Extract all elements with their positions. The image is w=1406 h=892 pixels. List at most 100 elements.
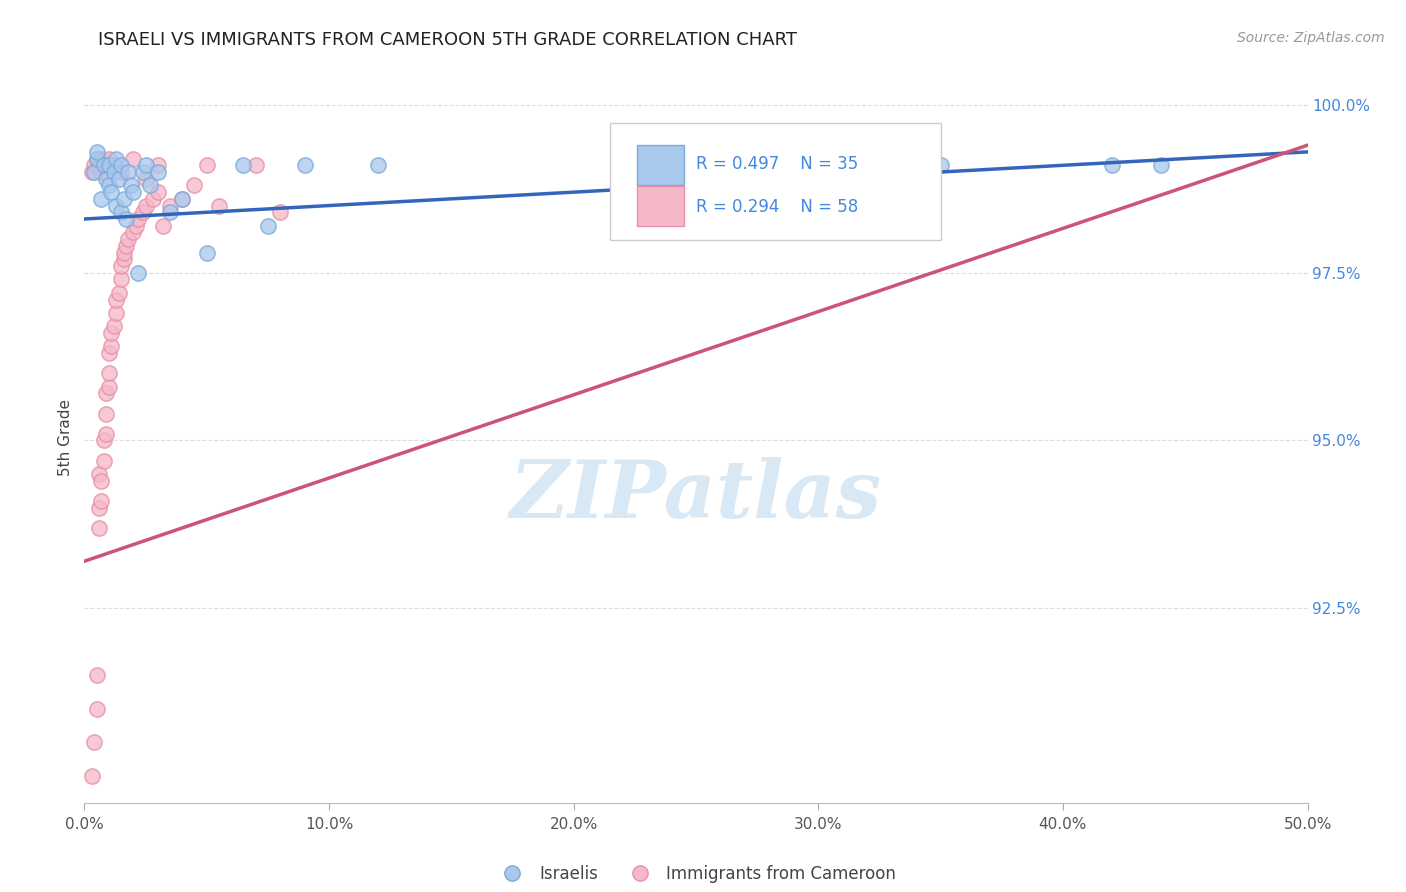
Point (93, 434, 115, 448)
Point (100, 185, 122, 199)
Point (142, 192, 165, 206)
FancyBboxPatch shape (610, 122, 941, 240)
Point (90, 165, 112, 179)
Point (294, 158, 316, 172)
Point (110, 205, 132, 219)
Point (1150, 158, 1173, 172)
Point (97, 178, 120, 193)
Point (1101, 158, 1123, 172)
Point (86, 702, 108, 716)
Point (269, 205, 291, 219)
Point (103, 158, 125, 172)
Point (93, 453, 115, 467)
Point (87, 158, 110, 172)
Point (146, 165, 169, 179)
Point (122, 152, 145, 166)
Point (103, 319, 125, 334)
Point (132, 165, 155, 179)
Point (90, 474, 112, 488)
Point (122, 185, 145, 199)
Point (86, 668, 108, 682)
Point (107, 171, 129, 186)
Point (245, 158, 267, 172)
Point (83, 158, 105, 172)
Point (96, 407, 118, 421)
Point (208, 198, 231, 212)
Point (195, 245, 218, 260)
Point (110, 158, 132, 172)
Point (80, 769, 103, 783)
Point (112, 192, 135, 206)
Point (93, 158, 115, 172)
Point (83, 165, 105, 179)
Point (97, 367, 120, 381)
Text: Source: ZipAtlas.com: Source: ZipAtlas.com (1237, 31, 1385, 45)
Point (90, 192, 112, 206)
Point (97, 346, 120, 360)
FancyBboxPatch shape (637, 186, 683, 227)
Point (100, 339, 122, 353)
Point (96, 165, 118, 179)
Point (115, 239, 138, 253)
Point (107, 285, 129, 300)
Point (87, 521, 110, 535)
Point (80, 165, 103, 179)
Point (112, 245, 135, 260)
Point (96, 386, 118, 401)
Point (195, 158, 218, 172)
Legend: Israelis, Immigrants from Cameroon: Israelis, Immigrants from Cameroon (489, 858, 903, 889)
Point (172, 192, 194, 206)
Point (117, 165, 139, 179)
Point (100, 326, 122, 340)
Point (929, 158, 952, 172)
Point (159, 198, 181, 212)
Point (97, 380, 120, 394)
Text: R = 0.294    N = 58: R = 0.294 N = 58 (696, 198, 858, 216)
Point (112, 252, 135, 267)
Point (93, 158, 115, 172)
Point (127, 266, 149, 280)
Text: R = 0.497    N = 35: R = 0.497 N = 35 (696, 155, 858, 173)
Point (87, 467, 110, 481)
Text: ZIPatlas: ZIPatlas (510, 457, 882, 534)
Point (139, 178, 162, 193)
Point (257, 219, 280, 233)
Point (132, 205, 155, 219)
Point (90, 152, 112, 166)
Point (135, 171, 157, 186)
Point (86, 152, 108, 166)
Point (97, 152, 120, 166)
Point (105, 293, 128, 307)
Point (86, 145, 108, 159)
Point (96, 426, 118, 441)
Point (146, 185, 169, 199)
Point (105, 198, 128, 212)
Point (96, 171, 118, 186)
Point (83, 735, 105, 749)
Point (232, 158, 254, 172)
Point (127, 212, 149, 227)
Point (110, 272, 132, 286)
Point (105, 152, 128, 166)
Point (125, 219, 148, 233)
Point (103, 165, 125, 179)
Point (97, 158, 120, 172)
Point (152, 219, 174, 233)
Point (135, 158, 157, 172)
Point (87, 500, 110, 515)
Point (135, 198, 157, 212)
Point (122, 226, 145, 240)
Point (86, 152, 108, 166)
Text: ISRAELI VS IMMIGRANTS FROM CAMEROON 5TH GRADE CORRELATION CHART: ISRAELI VS IMMIGRANTS FROM CAMEROON 5TH … (98, 31, 797, 49)
Point (115, 212, 138, 227)
Point (110, 165, 132, 179)
Point (146, 158, 169, 172)
Point (159, 205, 181, 219)
Point (120, 178, 142, 193)
FancyBboxPatch shape (637, 145, 683, 185)
Point (367, 158, 389, 172)
Point (105, 306, 128, 320)
Point (172, 192, 194, 206)
Point (183, 178, 205, 193)
Point (90, 493, 112, 508)
